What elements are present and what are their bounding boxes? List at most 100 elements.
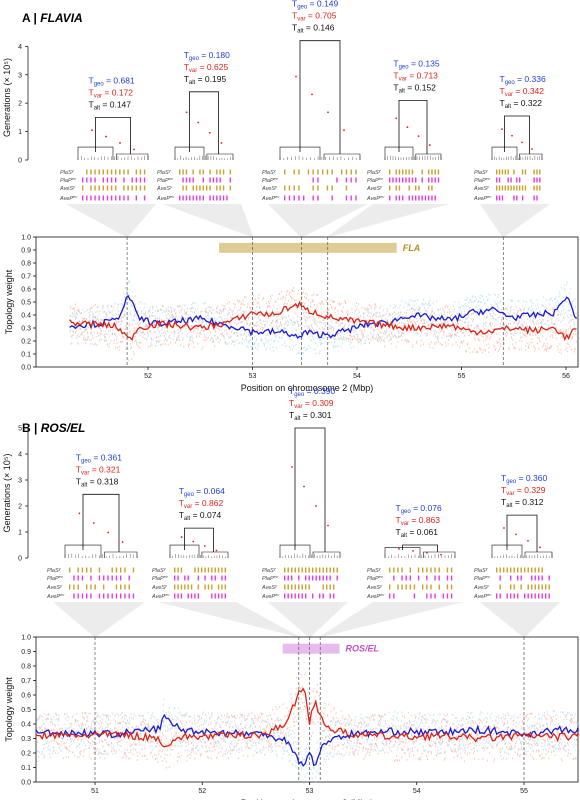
raw-point-geo bbox=[176, 339, 178, 341]
raw-point-var bbox=[201, 310, 203, 313]
raw-point-var bbox=[43, 748, 45, 750]
raw-point-geo bbox=[356, 321, 358, 324]
track-tick bbox=[538, 575, 540, 581]
raw-point-var bbox=[180, 719, 182, 722]
raw-point-var bbox=[170, 748, 172, 751]
raw-point-var bbox=[492, 328, 494, 331]
track-tick bbox=[180, 567, 183, 573]
raw-point-var bbox=[465, 330, 467, 332]
raw-point-geo bbox=[87, 338, 89, 340]
track-tick bbox=[291, 575, 293, 581]
raw-point-geo bbox=[499, 326, 501, 329]
raw-point-var bbox=[239, 716, 241, 719]
raw-point-var bbox=[361, 333, 363, 335]
raw-point-var bbox=[253, 324, 255, 327]
raw-point-var bbox=[85, 342, 87, 344]
raw-point-geo bbox=[167, 306, 169, 309]
track-tick bbox=[214, 567, 216, 573]
raw-point-geo bbox=[417, 308, 419, 311]
raw-point-var bbox=[297, 322, 299, 325]
raw-point-var bbox=[373, 336, 375, 339]
raw-point-var bbox=[99, 310, 101, 312]
track-tick bbox=[426, 593, 428, 599]
stat-value: = 0.322 bbox=[511, 98, 542, 108]
raw-point-var bbox=[161, 750, 163, 752]
track-tick bbox=[305, 593, 307, 599]
raw-point-var bbox=[232, 341, 234, 343]
track-tick bbox=[395, 195, 397, 201]
raw-point-geo bbox=[106, 307, 108, 309]
raw-point-var bbox=[161, 736, 163, 739]
raw-point-var bbox=[51, 729, 53, 732]
stat-subscript: alt bbox=[401, 533, 408, 539]
track-tick bbox=[291, 584, 293, 590]
track-label: PlaSy bbox=[262, 566, 277, 574]
raw-point-geo bbox=[251, 328, 253, 330]
track-tick bbox=[102, 169, 105, 175]
raw-point-geo bbox=[86, 715, 88, 718]
raw-point-geo bbox=[507, 332, 509, 335]
tree-y-tick-label: 4 bbox=[18, 44, 22, 51]
raw-point-geo bbox=[533, 315, 535, 318]
stat-symbol: T bbox=[289, 410, 294, 420]
raw-point-var bbox=[491, 315, 493, 317]
raw-point-geo bbox=[186, 745, 188, 747]
raw-point-var bbox=[430, 313, 432, 316]
raw-point-geo bbox=[123, 749, 125, 752]
raw-point-var bbox=[357, 336, 359, 339]
raw-point-geo bbox=[96, 742, 98, 745]
raw-point-geo bbox=[383, 339, 385, 342]
raw-point-var bbox=[195, 752, 197, 755]
raw-point-var bbox=[322, 303, 324, 306]
raw-point-var bbox=[388, 335, 390, 337]
raw-point-var bbox=[132, 351, 134, 353]
raw-point-geo bbox=[99, 748, 101, 751]
raw-point-geo bbox=[124, 715, 126, 718]
raw-point-geo bbox=[86, 328, 88, 330]
raw-point-var bbox=[356, 307, 358, 310]
tree-root-branch bbox=[294, 427, 326, 552]
raw-point-geo bbox=[504, 308, 506, 311]
raw-point-var bbox=[395, 346, 397, 348]
raw-point-var bbox=[105, 750, 107, 753]
raw-point-var bbox=[90, 331, 92, 334]
track-tick bbox=[389, 593, 391, 599]
raw-point-geo bbox=[502, 316, 504, 319]
panel-label: B | ROS/EL bbox=[22, 421, 85, 435]
raw-point-geo bbox=[173, 332, 175, 335]
raw-point-var bbox=[73, 730, 75, 732]
raw-point-geo bbox=[294, 336, 296, 339]
raw-point-geo bbox=[147, 332, 149, 334]
track-tick bbox=[446, 567, 449, 573]
raw-point-var bbox=[323, 328, 325, 330]
raw-point-var bbox=[296, 315, 298, 318]
raw-point-var bbox=[79, 320, 81, 323]
raw-point-geo bbox=[112, 744, 114, 747]
raw-point-var bbox=[186, 311, 188, 313]
raw-point-geo bbox=[420, 311, 422, 314]
raw-point-var bbox=[151, 344, 153, 347]
track-tick bbox=[139, 185, 142, 191]
raw-point-var bbox=[436, 338, 438, 341]
raw-point-var bbox=[542, 318, 544, 321]
raw-point-var bbox=[529, 341, 531, 344]
raw-point-var bbox=[132, 717, 134, 720]
raw-point-var bbox=[109, 342, 111, 345]
track-tick bbox=[301, 593, 303, 599]
raw-point-var bbox=[456, 344, 458, 347]
raw-point-var bbox=[81, 333, 83, 336]
raw-point-var bbox=[155, 317, 157, 320]
raw-point-geo bbox=[468, 321, 470, 323]
raw-point-var bbox=[159, 720, 161, 722]
track-tick bbox=[392, 177, 394, 183]
raw-point-var bbox=[465, 350, 467, 352]
raw-point-var bbox=[160, 343, 162, 346]
raw-point-var bbox=[205, 311, 207, 313]
raw-point-geo bbox=[238, 751, 240, 754]
track-label: PlaSy bbox=[367, 566, 382, 574]
raw-point-geo bbox=[347, 326, 349, 328]
track-tick bbox=[389, 195, 391, 201]
raw-point-var bbox=[79, 312, 81, 315]
raw-point-geo bbox=[513, 312, 515, 314]
